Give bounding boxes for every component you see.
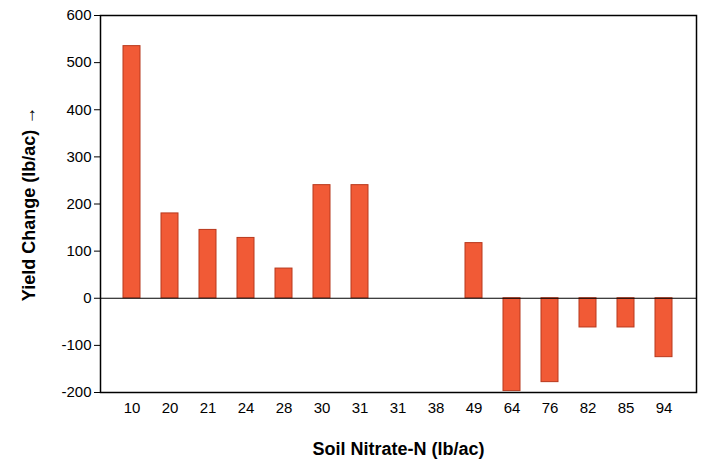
svg-text:82: 82 [580, 399, 597, 416]
svg-text:31: 31 [390, 399, 407, 416]
svg-text:-100: -100 [61, 336, 91, 353]
svg-text:38: 38 [428, 399, 445, 416]
svg-text:-200: -200 [61, 383, 91, 400]
svg-text:100: 100 [66, 242, 91, 259]
svg-text:10: 10 [124, 399, 141, 416]
svg-text:Soil Nitrate-N (lb/ac): Soil Nitrate-N (lb/ac) [312, 439, 484, 459]
svg-text:500: 500 [66, 53, 91, 70]
svg-text:76: 76 [542, 399, 559, 416]
svg-text:300: 300 [66, 148, 91, 165]
svg-text:600: 600 [66, 6, 91, 23]
svg-text:49: 49 [466, 399, 483, 416]
svg-text:94: 94 [656, 399, 673, 416]
svg-text:20: 20 [162, 399, 179, 416]
svg-text:30: 30 [314, 399, 331, 416]
svg-text:24: 24 [238, 399, 255, 416]
svg-text:21: 21 [200, 399, 217, 416]
svg-text:64: 64 [504, 399, 521, 416]
svg-text:28: 28 [276, 399, 293, 416]
svg-text:200: 200 [66, 195, 91, 212]
svg-text:0: 0 [83, 289, 91, 306]
svg-text:31: 31 [352, 399, 369, 416]
svg-text:Yield Change (lb/ac) →: Yield Change (lb/ac) → [19, 107, 39, 301]
svg-text:400: 400 [66, 101, 91, 118]
svg-text:85: 85 [618, 399, 635, 416]
